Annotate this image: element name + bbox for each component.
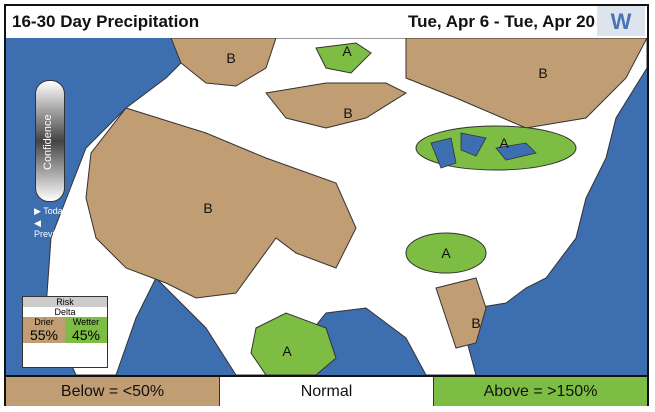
map-label: A [282,343,292,359]
wetter-label: Wetter [65,317,107,327]
map-label: B [538,65,547,81]
legend-below: Below = <50% [6,377,219,406]
risk-title: Risk [56,297,74,307]
map-label: B [343,105,352,121]
map-frame: 16-30 Day Precipitation Tue, Apr 6 - Tue… [4,4,649,406]
today-label: Today [43,206,68,216]
map-label: B [226,50,235,66]
date-range: Tue, Apr 6 - Tue, Apr 20 [407,12,595,31]
map-label: A [441,245,451,261]
page-title: 16-30 Day Precipitation [12,12,200,31]
risk-delta: Delta [54,307,76,317]
map-label: B [471,315,480,331]
confidence-bar [35,80,65,202]
previous-toggle[interactable]: ◀ Previous [34,218,70,239]
weather-company-logo-icon: W [597,6,645,36]
legend: Below = <50% Normal Above = >150% [6,375,647,406]
wetter-percent: 45% [65,327,107,343]
legend-normal: Normal [219,377,433,406]
header: 16-30 Day Precipitation Tue, Apr 6 - Tue… [6,6,647,38]
map-label: B [203,200,212,216]
legend-above: Above = >150% [433,377,647,406]
confidence-widget: Confidence ▶ Today ◀ Previous [24,80,74,240]
precipitation-map: B A B B A B A A B [6,38,647,375]
risk-box: Risk Delta Drier Wetter 55% 45% [22,296,108,368]
today-toggle[interactable]: ▶ Today [34,206,68,216]
drier-percent: 55% [23,327,65,343]
map-label: A [342,43,352,59]
confidence-label: Confidence [42,114,54,170]
svg-text:W: W [611,9,632,34]
drier-label: Drier [23,317,65,327]
previous-label: Previous [34,229,70,239]
map-label: A [499,135,509,151]
